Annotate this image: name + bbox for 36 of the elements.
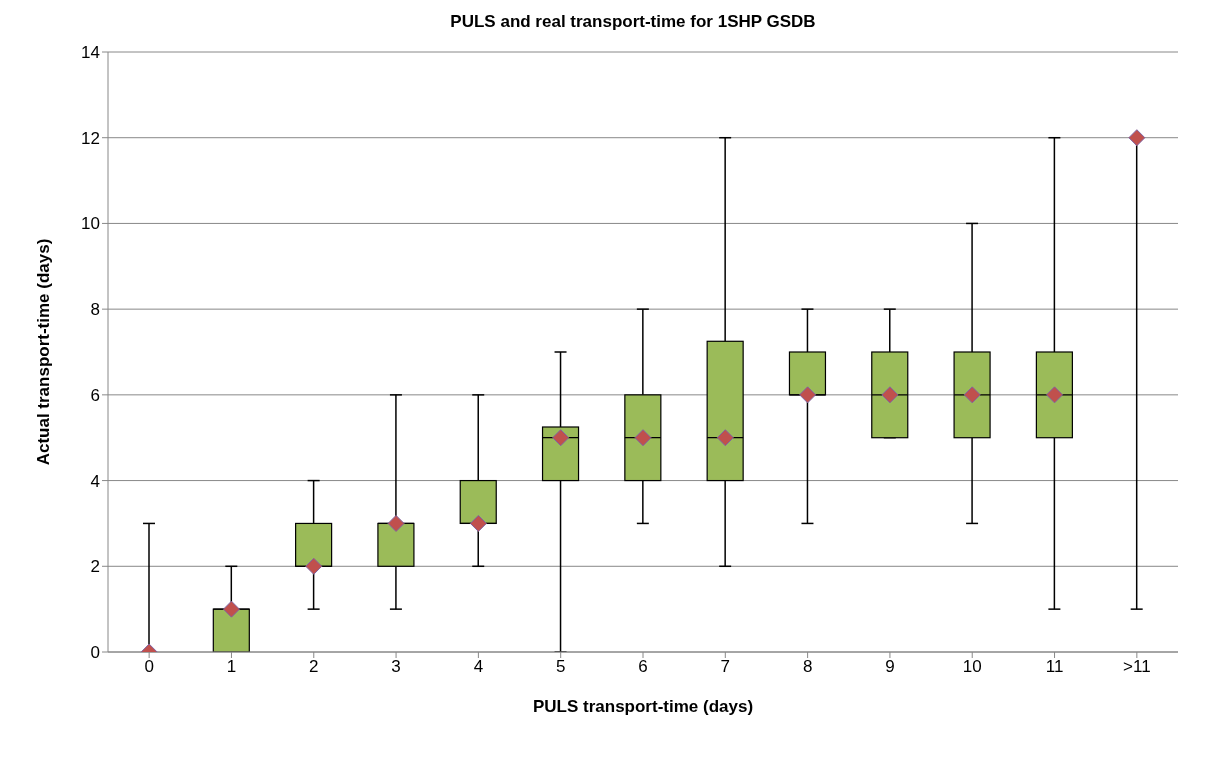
y-tick-label: 12	[81, 128, 100, 148]
point	[469, 514, 487, 532]
x-tick-label: 6	[638, 657, 648, 677]
y-tick-label: 10	[81, 214, 100, 234]
x-tick-label: 9	[885, 657, 895, 677]
x-tick-label: 10	[962, 657, 982, 677]
x-tick-label: >11	[1123, 657, 1151, 677]
x-tick-label: 0	[144, 657, 154, 677]
point	[1128, 129, 1146, 147]
point	[387, 514, 405, 532]
point	[881, 386, 899, 404]
y-tick-label: 14	[81, 43, 100, 63]
y-axis-title: Actual transport-time (days)	[34, 238, 54, 466]
x-tick-label: 1	[226, 657, 237, 677]
x-tick-label: 11	[1045, 657, 1064, 677]
x-tick-label: 2	[309, 657, 319, 677]
point	[222, 600, 240, 618]
y-tick-label: 8	[90, 300, 100, 320]
point	[963, 386, 981, 404]
chart-title: PULS and real transport-time for 1SHP GSDB	[449, 12, 817, 32]
x-tick-label: 7	[720, 657, 731, 677]
y-tick-label: 2	[90, 557, 100, 577]
x-tick-label: 5	[555, 657, 566, 677]
point	[716, 429, 734, 447]
x-tick-label: 4	[473, 657, 484, 677]
point	[552, 429, 570, 447]
y-tick-label: 0	[90, 643, 100, 663]
y-tick-label: 6	[90, 385, 100, 405]
x-tick-label: 3	[391, 657, 401, 677]
point	[305, 557, 323, 575]
y-tick-label: 4	[90, 471, 100, 491]
x-axis-title: PULS transport-time (days)	[532, 697, 754, 716]
point	[634, 429, 652, 447]
x-tick-label: 8	[802, 657, 813, 677]
point	[1046, 386, 1064, 404]
point	[799, 386, 817, 404]
